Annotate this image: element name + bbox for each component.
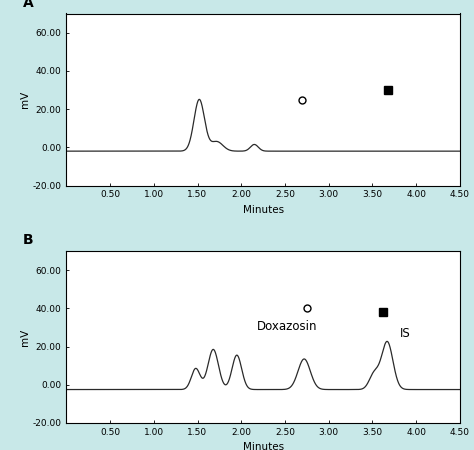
Text: Doxazosin: Doxazosin [256,320,317,333]
X-axis label: Minutes: Minutes [243,442,283,450]
Text: A: A [23,0,34,10]
Text: B: B [23,234,34,248]
Y-axis label: mV: mV [20,328,30,346]
X-axis label: Minutes: Minutes [243,205,283,215]
Y-axis label: mV: mV [20,91,30,108]
Text: IS: IS [400,328,411,340]
